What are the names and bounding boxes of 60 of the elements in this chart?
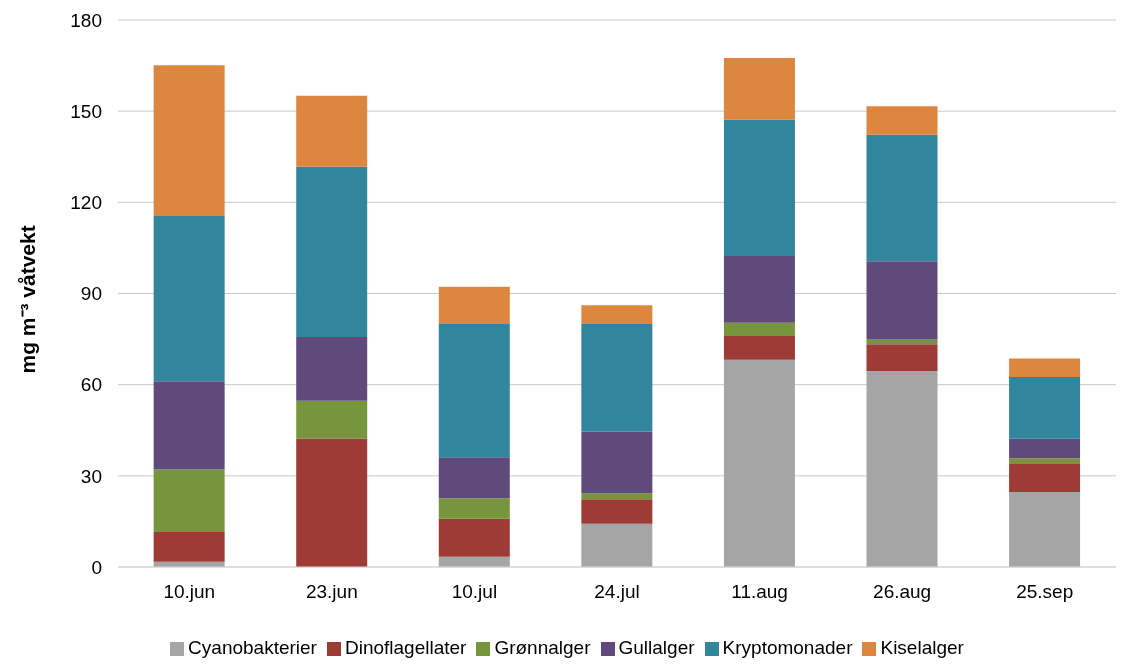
bar	[581, 305, 653, 324]
x-tick-label: 11.aug	[731, 581, 788, 603]
bar	[153, 469, 225, 533]
bar	[438, 498, 510, 519]
y-axis-title: mg m⁻³ våtvekt	[16, 225, 40, 374]
bar	[1009, 458, 1081, 464]
bar	[438, 457, 510, 499]
x-tick-label: 24.jul	[594, 581, 640, 603]
bar	[1009, 463, 1081, 492]
bar	[866, 134, 938, 262]
bar	[153, 532, 225, 562]
x-tick-label: 10.jun	[163, 581, 216, 603]
bar	[581, 493, 653, 500]
legend-label: Cyanobakterier	[188, 637, 317, 658]
x-tick-label: 25.sep	[1016, 581, 1074, 603]
bar	[296, 166, 368, 337]
y-tick-label: 0	[91, 556, 102, 578]
bar	[866, 370, 938, 567]
y-tick-label: 30	[80, 465, 102, 487]
bar	[1009, 438, 1081, 459]
bar	[296, 95, 368, 167]
bar	[581, 499, 653, 524]
y-tick-label: 90	[80, 283, 102, 305]
y-tick-label: 60	[80, 374, 102, 396]
bar	[1009, 358, 1081, 378]
bar	[438, 323, 510, 458]
x-tick-label: 10.jul	[451, 581, 498, 603]
legend-label: Kryptomonader	[722, 637, 853, 658]
legend-label: Kiselalger	[880, 637, 964, 658]
bar	[296, 400, 368, 439]
y-tick-label: 180	[70, 9, 102, 31]
legend-label: Gullalger	[618, 637, 695, 658]
bar	[296, 336, 368, 401]
x-tick-label: 26.aug	[873, 581, 932, 603]
bar	[153, 65, 225, 217]
bar	[296, 438, 368, 567]
bar	[723, 336, 795, 360]
bar	[723, 359, 795, 567]
y-tick-label: 150	[70, 100, 102, 122]
bar	[438, 286, 510, 324]
bar	[866, 339, 938, 345]
bar	[866, 344, 938, 371]
bar	[153, 216, 225, 382]
x-tick-label: 23.jun	[305, 581, 358, 603]
bar	[866, 261, 938, 340]
bar	[581, 323, 653, 432]
y-tick-label: 120	[70, 192, 102, 214]
bar	[1009, 377, 1081, 439]
bar	[153, 381, 225, 470]
bar	[723, 256, 795, 323]
bar	[1009, 491, 1081, 567]
bar	[581, 431, 653, 494]
bar	[866, 106, 938, 135]
bar	[581, 523, 653, 567]
legend-label: Grønnalger	[494, 637, 591, 658]
bar	[723, 57, 795, 120]
bar	[438, 518, 510, 557]
bar	[723, 322, 795, 337]
legend-label: Dinoflagellater	[344, 637, 467, 658]
bar	[723, 119, 795, 257]
